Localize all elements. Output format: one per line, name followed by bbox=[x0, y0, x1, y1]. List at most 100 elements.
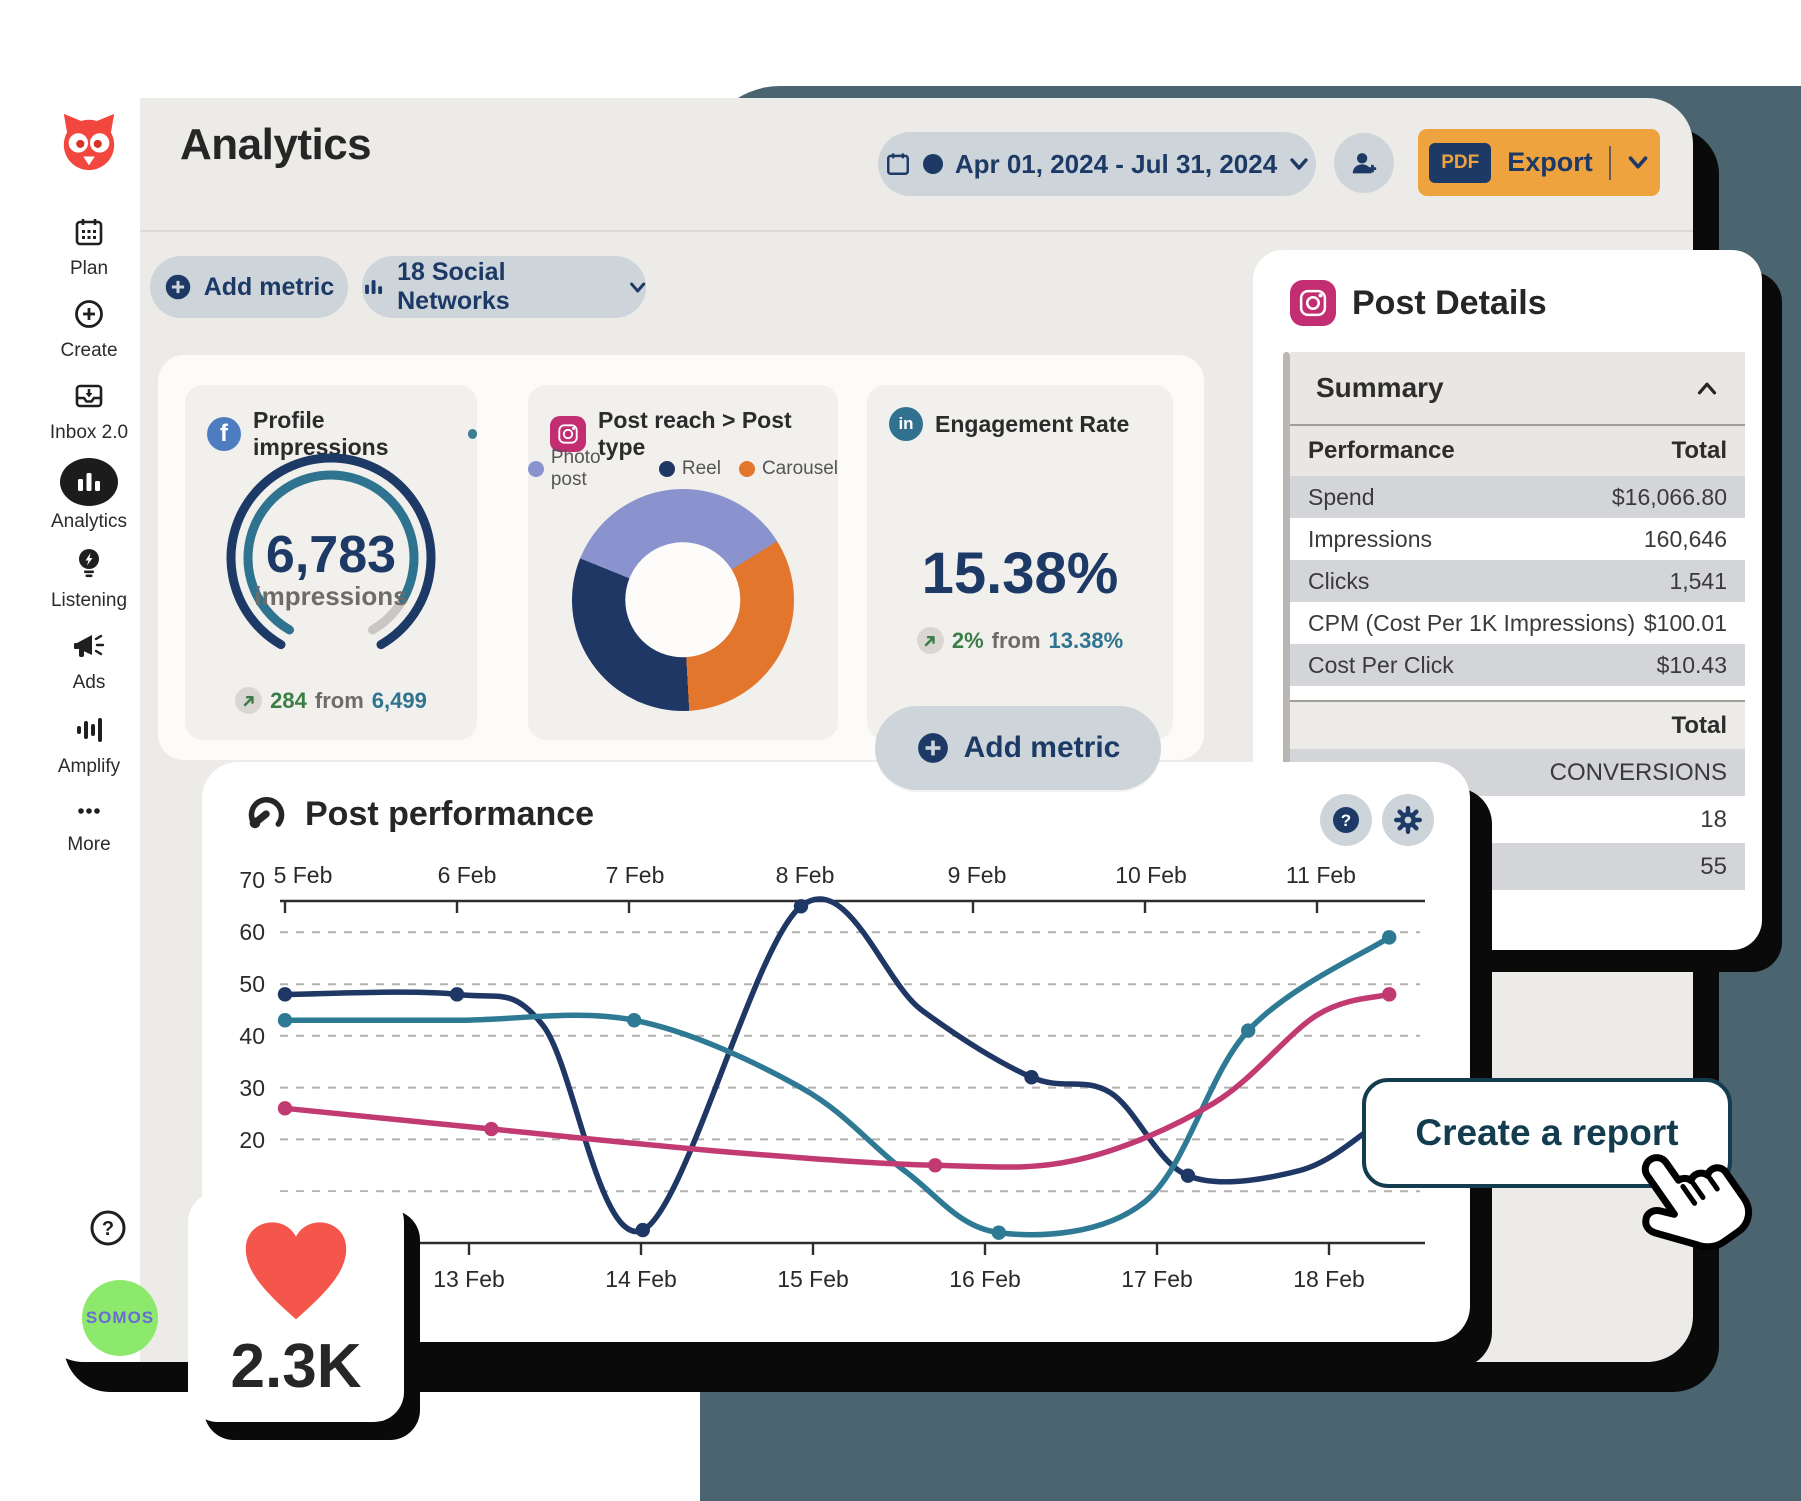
delta-value: 2% bbox=[951, 627, 984, 653]
series-navy-line bbox=[282, 896, 1374, 1235]
from-label: from bbox=[314, 687, 364, 713]
create-report-label: Create a report bbox=[1415, 1112, 1679, 1153]
divider bbox=[1608, 145, 1611, 180]
series-pink-point bbox=[277, 1101, 293, 1116]
sidebar-item-listening[interactable]: Listening bbox=[38, 546, 140, 612]
avatar-somos[interactable]: SOMOS bbox=[82, 1280, 158, 1356]
page-title: Analytics bbox=[180, 120, 372, 169]
card-title: Post reach > Post type bbox=[598, 407, 792, 460]
table-row: Clicks 1,541 bbox=[1290, 560, 1745, 602]
sidebar-item-create[interactable]: Create bbox=[38, 298, 140, 362]
engagement-rate-card[interactable]: in Engagement Rate 15.38% 2% from 13.38% bbox=[867, 385, 1173, 740]
add-user-button[interactable] bbox=[1334, 133, 1394, 193]
series-navy-point bbox=[449, 987, 465, 1002]
svg-text:15 Feb: 15 Feb bbox=[777, 1266, 849, 1292]
signal-bars-icon bbox=[77, 718, 102, 742]
series-pink-point bbox=[484, 1121, 499, 1137]
social-networks-dropdown[interactable]: 18 Social Networks bbox=[362, 256, 646, 318]
question-circle-icon: ? bbox=[1333, 807, 1359, 833]
add-metric-label: Add metric bbox=[963, 731, 1121, 764]
svg-text:20: 20 bbox=[239, 1127, 265, 1153]
from-label: from bbox=[991, 627, 1041, 653]
summary-label: Summary bbox=[1316, 372, 1444, 403]
card-title: Profile impressions bbox=[253, 407, 389, 460]
date-range-picker[interactable]: Apr 01, 2024 - Jul 31, 2024 bbox=[878, 132, 1316, 196]
sidebar: Plan Create Inbox 2.0 bbox=[38, 98, 158, 1362]
post-reach-card[interactable]: Post reach > Post type Photo post Reel C… bbox=[528, 385, 838, 740]
post-type-donut bbox=[572, 489, 794, 711]
metric-dot-icon bbox=[467, 429, 477, 439]
sidebar-item-inbox[interactable]: Inbox 2.0 bbox=[38, 380, 140, 444]
scrollbar[interactable] bbox=[1283, 352, 1290, 886]
sidebar-item-label: More bbox=[67, 834, 111, 855]
svg-text:60: 60 bbox=[239, 919, 265, 945]
calendar-icon bbox=[886, 153, 909, 175]
sidebar-item-ads[interactable]: Ads bbox=[38, 632, 140, 694]
series-navy-point bbox=[1024, 1070, 1039, 1085]
svg-text:?: ? bbox=[1341, 811, 1351, 830]
megaphone-icon bbox=[74, 634, 105, 657]
series-pink-point bbox=[927, 1158, 943, 1173]
svg-text:70: 70 bbox=[239, 867, 265, 893]
table-row: Spend $16,066.80 bbox=[1290, 476, 1745, 518]
previous-value: 13.38% bbox=[1048, 627, 1124, 653]
owl-icon bbox=[63, 113, 115, 171]
sidebar-item-analytics[interactable]: Analytics bbox=[38, 458, 140, 533]
add-metric-floating-button[interactable]: Add metric bbox=[875, 706, 1161, 790]
donut-legend: Photo post Reel Carousel bbox=[528, 447, 838, 491]
svg-text:14 Feb: 14 Feb bbox=[605, 1266, 677, 1292]
svg-text:13 Feb: 13 Feb bbox=[433, 1266, 505, 1292]
header-divider bbox=[140, 230, 1693, 232]
table-row: CPM (Cost Per 1K Impressions) $100.01 bbox=[1290, 602, 1745, 644]
table-header-row: Total bbox=[1290, 702, 1745, 749]
engagement-value: 15.38% bbox=[921, 541, 1119, 606]
series-pink-point bbox=[1382, 987, 1397, 1002]
plus-circle-icon bbox=[165, 274, 190, 300]
svg-text:40: 40 bbox=[239, 1023, 265, 1049]
summary-section-header[interactable]: Summary bbox=[1290, 352, 1745, 424]
sidebar-item-more[interactable]: More bbox=[38, 798, 140, 856]
series-teal-point bbox=[1241, 1023, 1256, 1038]
settings-button[interactable] bbox=[1382, 794, 1434, 846]
plus-circle-icon bbox=[917, 733, 948, 763]
sidebar-item-label: Amplify bbox=[57, 756, 121, 777]
legend-dot bbox=[528, 461, 544, 477]
profile-impressions-card[interactable]: f Profile impressions 6,783 impressions … bbox=[185, 385, 477, 740]
sidebar-item-label: Create bbox=[60, 340, 118, 361]
impressions-unit: impressions bbox=[254, 581, 408, 611]
svg-text:10 Feb: 10 Feb bbox=[1115, 862, 1187, 888]
sidebar-item-label: Plan bbox=[69, 258, 109, 279]
svg-text:50: 50 bbox=[239, 971, 265, 997]
series-teal-point bbox=[626, 1013, 642, 1028]
add-metric-button[interactable]: Add metric bbox=[150, 256, 348, 318]
legend-dot bbox=[738, 461, 755, 477]
sidebar-item-amplify[interactable]: Amplify bbox=[38, 714, 140, 778]
svg-text:9 Feb: 9 Feb bbox=[948, 862, 1007, 888]
sidebar-item-plan[interactable]: Plan bbox=[38, 216, 140, 280]
legend-item: Carousel bbox=[738, 447, 838, 491]
svg-text:8 Feb: 8 Feb bbox=[776, 862, 835, 888]
social-networks-label: 18 Social Networks bbox=[397, 258, 510, 315]
person-add-icon bbox=[1352, 153, 1377, 174]
export-button[interactable]: PDF Export bbox=[1418, 129, 1660, 196]
heart-icon bbox=[245, 1222, 347, 1320]
chart-series-layer bbox=[277, 896, 1397, 1240]
svg-text:11 Feb: 11 Feb bbox=[1286, 862, 1356, 888]
svg-text:5 Feb: 5 Feb bbox=[274, 862, 333, 888]
performance-table: Performance Total Spend $16,066.80 Impres… bbox=[1290, 424, 1745, 686]
hootsuite-logo[interactable] bbox=[58, 110, 120, 177]
impressions-gauge bbox=[226, 453, 436, 650]
status-dot bbox=[922, 154, 943, 174]
plus-circle-icon bbox=[75, 300, 103, 328]
legend-label: Carousel bbox=[761, 458, 838, 479]
bar-chart-icon bbox=[365, 280, 383, 294]
help-button[interactable]: ? bbox=[1320, 794, 1372, 846]
post-performance-card: Post performance ? bbox=[202, 762, 1470, 1342]
series-navy-point bbox=[635, 1222, 650, 1238]
help-button[interactable]: ? bbox=[88, 1208, 128, 1253]
svg-text:18 Feb: 18 Feb bbox=[1293, 1266, 1365, 1292]
svg-text:7 Feb: 7 Feb bbox=[606, 862, 665, 888]
series-teal-point bbox=[1382, 930, 1397, 945]
svg-text:17 Feb: 17 Feb bbox=[1121, 1266, 1193, 1292]
cursor-hand-icon bbox=[1622, 1130, 1772, 1275]
